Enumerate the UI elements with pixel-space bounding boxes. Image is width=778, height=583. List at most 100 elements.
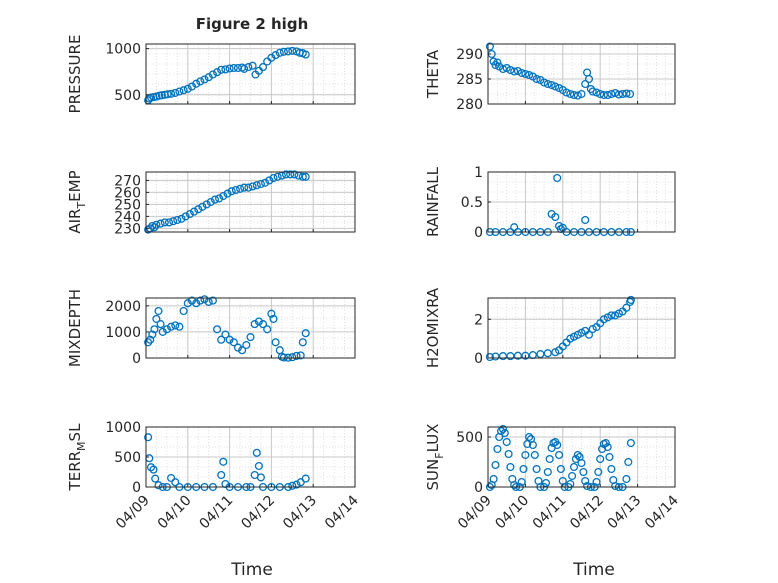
data-point xyxy=(150,223,159,232)
y-axis-label: H2OMIXRA xyxy=(424,287,442,368)
data-point xyxy=(540,78,549,87)
data-point xyxy=(517,477,526,487)
y-tick-label: 1 xyxy=(474,165,483,181)
y-tick-label: 2000 xyxy=(105,299,141,315)
data-point xyxy=(158,327,167,336)
data-point xyxy=(622,89,631,98)
data-point xyxy=(543,349,552,358)
data-point xyxy=(296,351,305,360)
data-point xyxy=(254,317,263,326)
data-point xyxy=(206,197,215,207)
data-point xyxy=(217,470,226,480)
data-point xyxy=(504,449,513,459)
data-point xyxy=(183,84,192,93)
data-point xyxy=(491,352,500,361)
data-point xyxy=(498,424,508,434)
y-tick-label: 290 xyxy=(456,47,483,63)
y-tick-label: 500 xyxy=(114,450,141,466)
data-point xyxy=(236,184,245,193)
axes-box xyxy=(145,171,356,233)
y-tick-label: 1000 xyxy=(105,420,141,436)
data-point xyxy=(584,74,594,84)
y-axis-label: THETA xyxy=(424,49,442,99)
data-point xyxy=(288,481,297,490)
data-point xyxy=(240,64,249,73)
data-point xyxy=(592,88,601,97)
data-point xyxy=(192,299,201,308)
data-point xyxy=(569,332,579,341)
data-point xyxy=(525,70,534,80)
data-point xyxy=(551,212,560,222)
y-tick-label: 1000 xyxy=(105,325,141,341)
data-point xyxy=(150,325,159,334)
data-point xyxy=(233,343,243,352)
data-point xyxy=(223,189,232,198)
data-point xyxy=(179,306,188,316)
data-point xyxy=(532,74,541,84)
data-point xyxy=(208,70,217,79)
data-point xyxy=(229,63,238,73)
y-tick-label: 0 xyxy=(474,225,483,241)
data-point xyxy=(493,444,502,454)
data-point xyxy=(581,476,590,486)
data-point xyxy=(521,450,530,460)
subplot-5: 0 1000 2000 MIXDEPTH xyxy=(66,289,356,367)
y-axis-label: AIRTEMP xyxy=(66,170,88,233)
y-tick-label: 0 xyxy=(474,480,483,496)
data-point xyxy=(599,315,608,324)
data-point xyxy=(547,80,556,90)
y-axis-label: TERRMSL xyxy=(66,423,88,492)
subplot-2: 280 285 290 THETA xyxy=(424,42,676,113)
data-point xyxy=(248,61,257,70)
data-point xyxy=(506,65,515,75)
data-point xyxy=(611,88,620,98)
data-point xyxy=(588,87,597,96)
data-point xyxy=(607,464,616,474)
data-point xyxy=(543,79,552,89)
data-point xyxy=(146,463,156,472)
data-point xyxy=(229,338,238,347)
data-point xyxy=(573,450,582,460)
data-point xyxy=(607,311,616,320)
data-point xyxy=(583,481,592,491)
data-point xyxy=(513,351,522,360)
data-point xyxy=(491,460,500,470)
data-point xyxy=(301,329,310,338)
axes-box xyxy=(487,426,676,488)
subplot-4: 0 0.5 1 RAINFALL xyxy=(424,165,676,241)
data-point xyxy=(198,202,207,211)
data-point xyxy=(498,64,508,74)
data-point xyxy=(607,89,616,99)
data-point xyxy=(579,467,588,477)
data-point xyxy=(258,320,268,329)
data-point xyxy=(506,462,515,472)
axes-box xyxy=(145,297,356,359)
y-tick-label: 0 xyxy=(474,351,483,367)
data-point xyxy=(175,87,184,96)
data-point xyxy=(618,89,627,99)
figure-title: Figure 2 high xyxy=(196,15,309,33)
data-point xyxy=(292,351,301,360)
data-point xyxy=(584,330,594,339)
axes-box xyxy=(487,297,676,359)
y-axis-label: SUNFLUX xyxy=(424,424,446,491)
data-point xyxy=(605,452,614,462)
data-point xyxy=(568,471,577,481)
data-point xyxy=(553,440,562,450)
data-point xyxy=(200,295,209,304)
y-tick-label: 1000 xyxy=(105,42,141,58)
data-point xyxy=(288,46,297,55)
y-tick-label: 285 xyxy=(456,72,483,88)
y-tick-label: 0 xyxy=(132,351,141,367)
y-tick-label: 500 xyxy=(456,430,483,446)
data-point xyxy=(151,474,160,483)
data-point xyxy=(221,330,230,339)
data-point xyxy=(267,309,276,318)
data-point xyxy=(493,58,502,67)
y-axis-label: MIXDEPTH xyxy=(66,289,84,367)
data-point xyxy=(288,353,297,362)
data-point xyxy=(238,346,247,355)
data-point xyxy=(219,191,228,201)
data-point xyxy=(246,333,255,342)
